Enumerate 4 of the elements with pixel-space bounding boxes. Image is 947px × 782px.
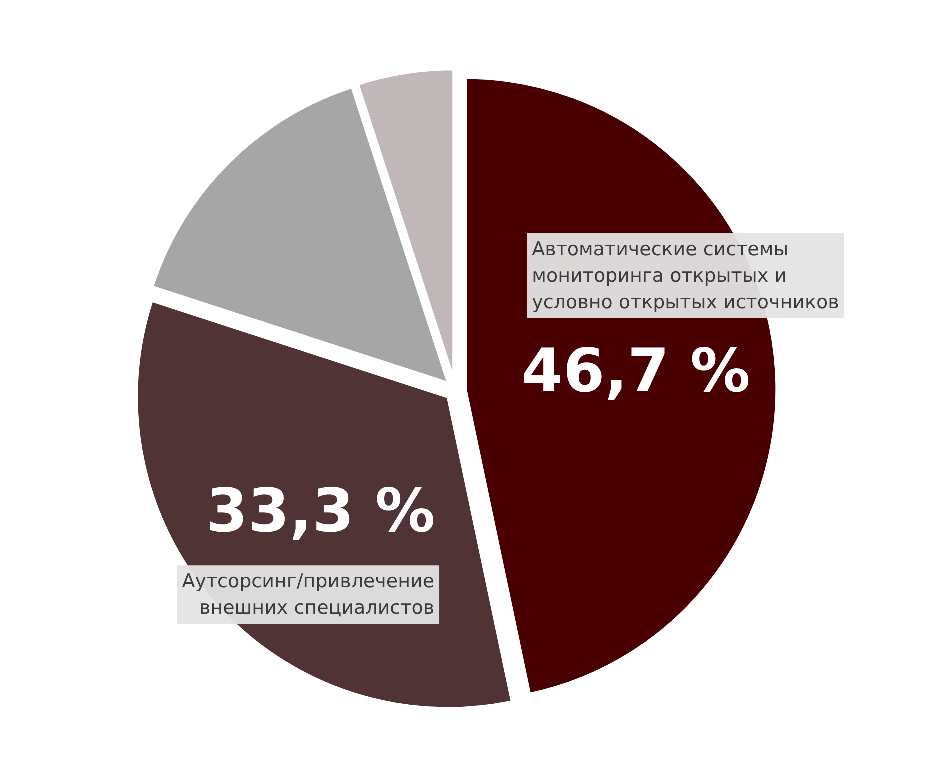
- slice-label: Автоматические системы мониторинга открытых и условно открытых источников: [532, 238, 840, 314]
- data-label: 46,7 %: [521, 336, 751, 407]
- slice-label: Аутсорсинг/привлечение внешних специалистов: [182, 570, 435, 620]
- data-label: 33,3 %: [206, 476, 436, 546]
